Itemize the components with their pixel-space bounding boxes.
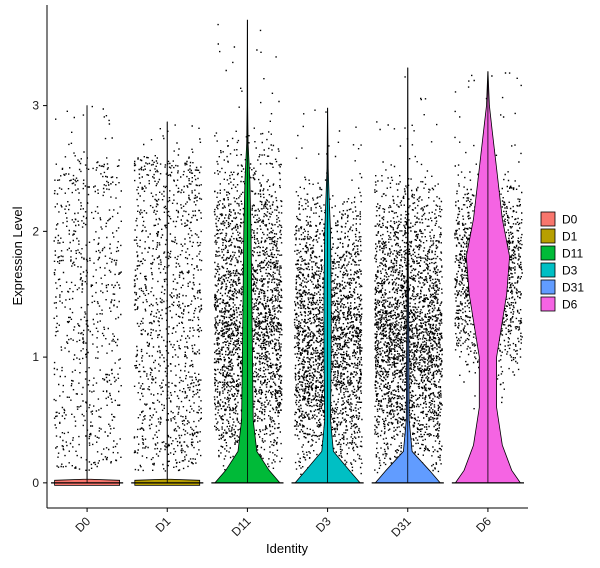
x-tick-label: D11 [229, 514, 254, 539]
x-tick-label: D6 [473, 514, 494, 535]
x-tick-label: D1 [153, 514, 174, 535]
jitter-points-d0 [53, 105, 122, 472]
x-ticks: D0 D1 D11 D3 D31 D6 [72, 508, 494, 540]
legend-key-d0 [540, 211, 556, 227]
legend-key-d31 [540, 279, 556, 295]
legend-label-d3: D3 [562, 264, 578, 278]
y-axis-title: Expression Level [10, 206, 25, 305]
x-tick-label: D3 [313, 514, 334, 535]
jitter-points-d31 [374, 76, 443, 474]
legend-key-d3 [540, 262, 556, 278]
x-tick-label: D0 [72, 514, 93, 535]
legend-label-d11: D11 [562, 247, 583, 261]
y-tick-label: 2 [32, 224, 39, 238]
jitter-points-d6 [454, 72, 523, 412]
axes [46, 5, 528, 509]
y-ticks: 0 1 2 3 [32, 99, 47, 490]
legend-label-d0: D0 [562, 213, 578, 227]
legend-key-d6 [540, 296, 556, 312]
jitter-points-d1 [133, 124, 203, 472]
y-tick-label: 3 [32, 99, 39, 113]
legend-label-d1: D1 [562, 230, 578, 244]
legend-label-d6: D6 [562, 298, 578, 312]
legend-key-d1 [540, 228, 556, 244]
legend-key-d11 [540, 245, 556, 261]
violins [51, 19, 524, 486]
x-axis-title: Identity [266, 541, 308, 556]
legend: D0 D1 D11 D3 D31 D6 [540, 211, 584, 312]
y-tick-label: 0 [32, 476, 39, 490]
legend-label-d31: D31 [562, 281, 584, 295]
y-tick-label: 1 [32, 350, 39, 364]
violin-center-lines [86, 20, 489, 483]
jitter-points [53, 23, 523, 477]
x-tick-label: D31 [388, 514, 414, 540]
